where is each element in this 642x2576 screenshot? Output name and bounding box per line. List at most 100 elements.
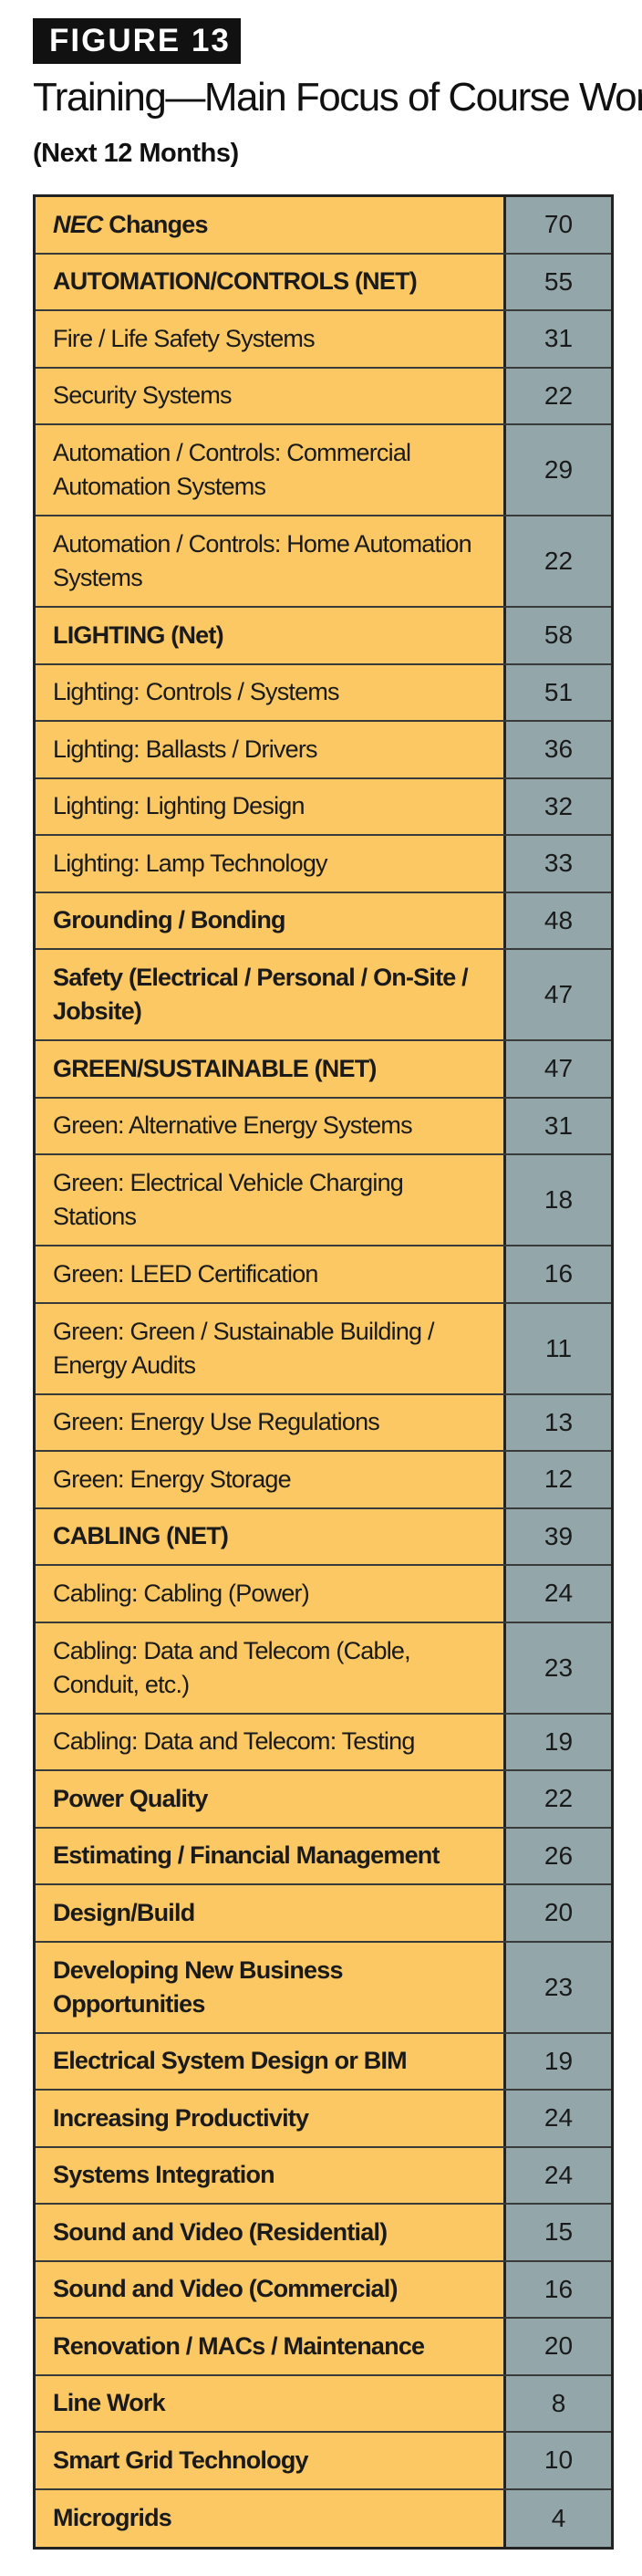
row-value: 16 <box>506 1246 611 1302</box>
row-label: Systems Integration <box>36 2147 506 2203</box>
table-row: Green: Energy Use Regulations 13 <box>36 1394 611 1452</box>
row-value: 22 <box>506 368 611 423</box>
table-row: Green: Green / Sustainable Building / En… <box>36 1303 611 1395</box>
chart-title: Training—Main Focus of Course Work <box>33 75 642 120</box>
table-row: Estimating / Financial Management 26 <box>36 1828 611 1885</box>
row-label: Green: Energy Use Regulations <box>36 1394 506 1450</box>
row-label: Green: Green / Sustainable Building / En… <box>36 1303 506 1393</box>
row-label-text: Line Work <box>53 2389 166 2417</box>
row-value: 24 <box>506 1566 611 1622</box>
row-label-text: Renovation / MACs / Maintenance <box>53 2331 425 2360</box>
row-label: Electrical System Design or BIM <box>36 2033 506 2089</box>
row-label-text: Green: Energy Use Regulations <box>53 1408 380 1436</box>
row-label: Security Systems <box>36 368 506 423</box>
row-label: Cabling: Data and Telecom (Cable, Condui… <box>36 1622 506 1713</box>
row-value: 18 <box>506 1155 611 1245</box>
row-label: Green: Electrical Vehicle Charging Stati… <box>36 1155 506 1245</box>
table-row: Sound and Video (Residential) 15 <box>36 2205 611 2262</box>
row-label-text: Green: Green / Sustainable Building / En… <box>53 1317 434 1379</box>
row-label: Lighting: Ballasts / Drivers <box>36 722 506 777</box>
row-value: 22 <box>506 1771 611 1827</box>
row-label: Fire / Life Safety Systems <box>36 311 506 367</box>
table-row: Security Systems 22 <box>36 368 611 425</box>
row-label: Lighting: Lighting Design <box>36 778 506 834</box>
row-value: 24 <box>506 2147 611 2203</box>
row-label-text: NEC Changes <box>53 208 209 242</box>
row-label-text: Lighting: Lighting Design <box>53 792 305 820</box>
table-row: Safety (Electrical / Personal / On-Site … <box>36 950 611 1041</box>
row-label: Developing New Business Opportunities <box>36 1942 506 2032</box>
table-row: GREEN/SUSTAINABLE (NET) 47 <box>36 1041 611 1099</box>
row-label-text: Sound and Video (Commercial) <box>53 2275 398 2303</box>
row-label-text: Green: Energy Storage <box>53 1465 292 1493</box>
row-label: Green: Alternative Energy Systems <box>36 1098 506 1153</box>
row-label-emphasis: NEC <box>53 210 103 238</box>
row-value: 20 <box>506 2319 611 2374</box>
row-value: 36 <box>506 722 611 777</box>
row-label: Microgrids <box>36 2489 506 2547</box>
row-value: 47 <box>506 1041 611 1097</box>
row-label-text: Lighting: Ballasts / Drivers <box>53 735 318 763</box>
row-label-text: Design/Build <box>53 1898 195 1926</box>
row-label-text: Fire / Life Safety Systems <box>53 324 316 352</box>
row-value: 11 <box>506 1303 611 1393</box>
table-row: AUTOMATION/CONTROLS (NET) 55 <box>36 254 611 311</box>
row-label-text: Safety (Electrical / Personal / On-Site … <box>53 964 469 1025</box>
row-label-text: Automation / Controls: Commercial Automa… <box>53 439 411 500</box>
row-value: 58 <box>506 608 611 663</box>
table-row: Lighting: Lamp Technology 33 <box>36 836 611 893</box>
table-row: Grounding / Bonding 48 <box>36 892 611 950</box>
row-label: Design/Build <box>36 1885 506 1941</box>
row-label: Increasing Productivity <box>36 2091 506 2146</box>
row-value: 23 <box>506 1622 611 1713</box>
row-label-text: Power Quality <box>53 1784 208 1812</box>
row-label-text: Microgrids <box>53 2504 172 2532</box>
row-value: 8 <box>506 2375 611 2431</box>
row-label-text: Electrical System Design or BIM <box>53 2047 408 2075</box>
table-row: Green: Alternative Energy Systems 31 <box>36 1098 611 1155</box>
table-row: Lighting: Lighting Design 32 <box>36 778 611 836</box>
table-row: Cabling: Data and Telecom: Testing 19 <box>36 1714 611 1771</box>
row-value: 32 <box>506 778 611 834</box>
row-label-text: Sound and Video (Residential) <box>53 2217 388 2246</box>
table-row: Developing New Business Opportunities 23 <box>36 1942 611 2034</box>
row-label: Renovation / MACs / Maintenance <box>36 2319 506 2374</box>
table-row: Cabling: Data and Telecom (Cable, Condui… <box>36 1622 611 1715</box>
row-label: NEC Changes <box>36 197 506 253</box>
row-label-text: CABLING (NET) <box>53 1522 229 1550</box>
row-label-text: AUTOMATION/CONTROLS (NET) <box>53 267 418 296</box>
table-row: Smart Grid Technology 10 <box>36 2433 611 2490</box>
row-value: 48 <box>506 892 611 948</box>
row-label-text: Increasing Productivity <box>53 2103 309 2132</box>
row-label: CABLING (NET) <box>36 1508 506 1564</box>
table-row: Green: Electrical Vehicle Charging Stati… <box>36 1155 611 1246</box>
table-row: Microgrids 4 <box>36 2489 611 2547</box>
row-label-text: Lighting: Lamp Technology <box>53 849 328 877</box>
table-row: Automation / Controls: Commercial Automa… <box>36 425 611 516</box>
row-value: 16 <box>506 2261 611 2317</box>
table-row: Power Quality 22 <box>36 1771 611 1829</box>
row-value: 22 <box>506 516 611 606</box>
table-row: Systems Integration 24 <box>36 2147 611 2205</box>
row-value: 26 <box>506 1828 611 1883</box>
row-value: 31 <box>506 311 611 367</box>
row-label: Smart Grid Technology <box>36 2433 506 2488</box>
row-value: 55 <box>506 254 611 309</box>
row-value: 51 <box>506 664 611 720</box>
row-label: Sound and Video (Commercial) <box>36 2261 506 2317</box>
row-value: 19 <box>506 1714 611 1769</box>
row-label: GREEN/SUSTAINABLE (NET) <box>36 1041 506 1097</box>
row-label: Grounding / Bonding <box>36 892 506 948</box>
row-label-text: Cabling: Data and Telecom (Cable, Condui… <box>53 1636 411 1698</box>
row-value: 4 <box>506 2489 611 2547</box>
table-row: Fire / Life Safety Systems 31 <box>36 311 611 369</box>
figure-label: FIGURE 13 <box>33 18 241 64</box>
row-label: Green: Energy Storage <box>36 1452 506 1507</box>
row-label-text: Grounding / Bonding <box>53 906 286 934</box>
row-label-rest: Changes <box>102 210 208 238</box>
row-label-text: Cabling: Data and Telecom: Testing <box>53 1727 415 1756</box>
row-label-text: Automation / Controls: Home Automation S… <box>53 530 472 591</box>
row-label: LIGHTING (Net) <box>36 608 506 663</box>
row-value: 15 <box>506 2205 611 2260</box>
row-label-text: Lighting: Controls / Systems <box>53 678 340 706</box>
